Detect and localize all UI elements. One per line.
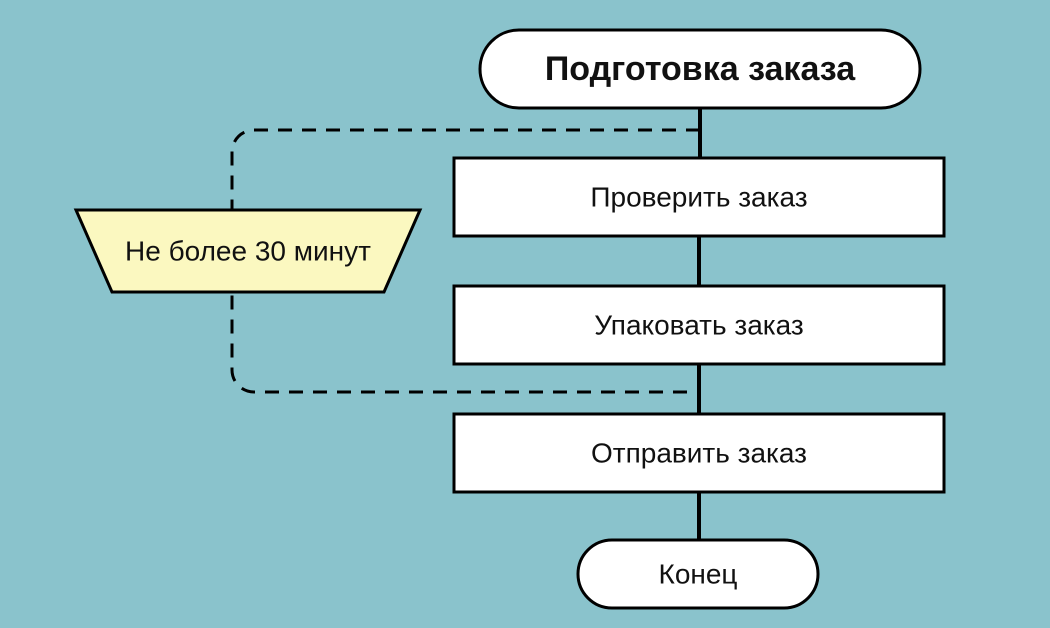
step3-label: Отправить заказ — [591, 437, 807, 468]
node-end: Конец — [578, 540, 818, 608]
constraint-label: Не более 30 минут — [125, 235, 371, 266]
step2-label: Упаковать заказ — [594, 309, 803, 340]
node-step2: Упаковать заказ — [454, 286, 944, 364]
node-constraint: Не более 30 минут — [76, 210, 420, 292]
end-label: Конец — [659, 558, 738, 589]
step1-label: Проверить заказ — [590, 181, 807, 212]
start-label: Подготовка заказа — [545, 50, 856, 88]
node-start: Подготовка заказа — [480, 30, 920, 108]
node-step3: Отправить заказ — [454, 414, 944, 492]
node-step1: Проверить заказ — [454, 158, 944, 236]
